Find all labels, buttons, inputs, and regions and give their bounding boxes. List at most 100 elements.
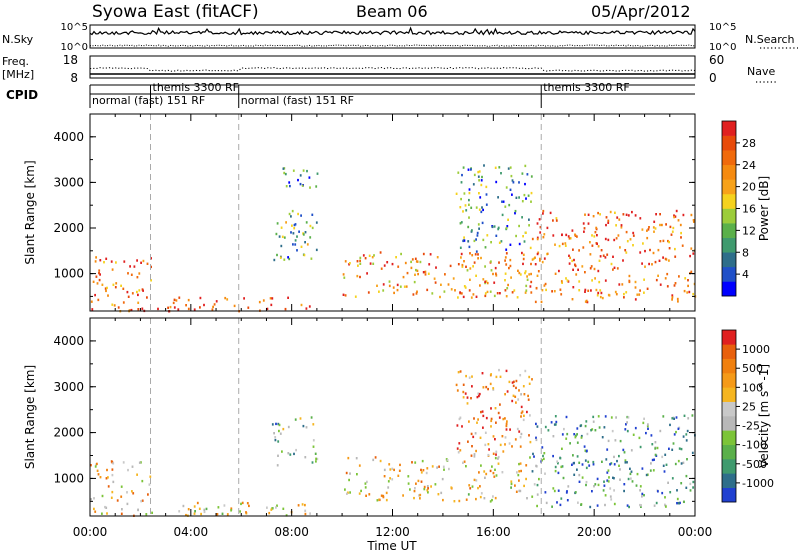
heatmap-cell: [650, 434, 653, 437]
heatmap-cell: [485, 193, 488, 196]
heatmap-cell: [137, 301, 140, 304]
heatmap-cell: [427, 272, 430, 275]
heatmap-cell: [312, 445, 315, 448]
heatmap-cell: [619, 439, 622, 443]
heatmap-cell: [481, 206, 483, 209]
heatmap-cell: [312, 439, 315, 442]
heatmap-cell: [304, 456, 307, 459]
heatmap-cell: [538, 477, 540, 481]
heatmap-cell: [499, 292, 501, 295]
heatmap-cell: [674, 247, 676, 251]
heatmap-cell: [415, 292, 418, 295]
heatmap-cell: [536, 222, 539, 225]
heatmap-cell: [626, 429, 629, 433]
heatmap-cell: [485, 185, 488, 189]
heatmap-cell: [576, 455, 579, 458]
heatmap-cell: [457, 451, 460, 454]
heatmap-cell: [685, 433, 688, 436]
heatmap-cell: [692, 292, 695, 296]
heatmap-cell: [584, 271, 586, 274]
heatmap-cell: [518, 196, 520, 199]
heatmap-cell: [476, 421, 478, 424]
heatmap-cell: [101, 283, 104, 286]
colorbar-swatch: [722, 281, 736, 297]
heatmap-cell: [434, 483, 437, 486]
heatmap-cell: [640, 504, 642, 507]
heatmap-cell: [470, 454, 473, 457]
heatmap-cell: [470, 432, 473, 436]
heatmap-cell: [519, 436, 522, 439]
heatmap-cell: [498, 261, 500, 264]
heatmap-cell: [562, 476, 565, 480]
heatmap-cell: [98, 271, 100, 275]
heatmap-cell: [669, 225, 672, 229]
heatmap-cell: [470, 168, 472, 171]
heatmap-cell: [106, 512, 108, 515]
heatmap-cell: [506, 287, 509, 290]
heatmap-cell: [349, 262, 351, 265]
heatmap-cell: [588, 464, 591, 467]
heatmap-cell: [607, 293, 610, 297]
heatmap-cell: [475, 479, 478, 482]
heatmap-cell: [682, 435, 685, 438]
heatmap-cell: [246, 502, 249, 505]
heatmap-cell: [415, 482, 417, 485]
heatmap-cell: [354, 295, 357, 298]
heatmap-cell: [347, 456, 350, 460]
heatmap-cell: [484, 476, 486, 479]
heatmap-cell: [404, 261, 407, 265]
heatmap-cell: [636, 472, 639, 476]
heatmap-cell: [477, 392, 480, 395]
heatmap-cell: [607, 221, 610, 224]
heatmap-cell: [110, 496, 113, 499]
heatmap-cell: [478, 179, 480, 182]
heatmap-cell: [294, 223, 297, 226]
heatmap-cell: [301, 184, 304, 187]
heatmap-cell: [665, 463, 668, 466]
heatmap-cell: [278, 235, 281, 238]
heatmap-cell: [674, 462, 677, 466]
heatmap-cell: [115, 261, 117, 264]
cpid-segment-label: normal (fast) 151 RF: [241, 94, 354, 107]
heatmap-cell: [654, 227, 657, 230]
heatmap-cell: [613, 463, 616, 466]
heatmap-cell: [506, 225, 509, 228]
heatmap-cell: [382, 289, 385, 292]
heatmap-cell: [505, 428, 508, 431]
heatmap-cell: [529, 285, 532, 288]
heatmap-cell: [641, 467, 644, 470]
heatmap-cell: [527, 194, 530, 197]
heatmap-cell: [389, 468, 392, 471]
heatmap-cell: [635, 484, 638, 487]
heatmap-cell: [490, 373, 492, 376]
heatmap-cell: [428, 263, 431, 266]
heatmap-cell: [279, 256, 282, 259]
heatmap-cell: [458, 499, 461, 503]
heatmap-cell: [421, 459, 424, 463]
heatmap-cell: [668, 447, 670, 450]
heatmap-cell: [194, 510, 196, 513]
heatmap-cell: [609, 210, 612, 214]
heatmap-cell: [460, 252, 463, 256]
heatmap-cell: [406, 271, 409, 275]
heatmap-cell: [93, 497, 95, 500]
heatmap-cell: [620, 226, 623, 229]
heatmap-cell: [419, 497, 421, 500]
heatmap-cell: [535, 436, 537, 439]
heatmap-cell: [594, 231, 597, 234]
heatmap-cell: [402, 275, 405, 279]
heatmap-cell: [504, 256, 507, 259]
heatmap-cell: [668, 240, 670, 244]
heatmap-cell: [539, 231, 542, 234]
heatmap-cell: [686, 458, 688, 461]
heatmap-cell: [492, 388, 495, 391]
colorbar-tick-label: -1000: [742, 477, 774, 490]
heatmap-cell: [623, 483, 626, 486]
heatmap-cell: [505, 369, 508, 373]
heatmap-cell: [508, 380, 511, 384]
heatmap-cell: [393, 291, 395, 295]
heatmap-cell: [604, 415, 607, 418]
heatmap-cell: [437, 493, 440, 496]
heatmap-cell: [529, 246, 532, 250]
heatmap-cell: [471, 375, 473, 378]
